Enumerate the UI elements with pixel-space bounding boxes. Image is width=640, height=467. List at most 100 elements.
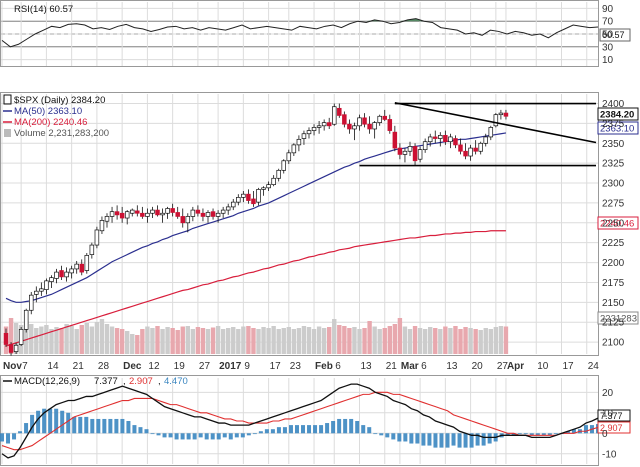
macd-histogram-bar [24, 423, 29, 434]
candle-body [362, 117, 367, 125]
candle-body [155, 209, 160, 216]
macd-histogram-bar [433, 433, 438, 448]
candle-body [281, 160, 287, 171]
candle-body [236, 197, 241, 203]
macd-histogram-bar [246, 433, 251, 436]
volume-bar [347, 328, 352, 354]
volume-bar [226, 328, 231, 354]
price-box [597, 107, 639, 121]
x-tick-label: Nov [3, 361, 22, 372]
volume-bar [231, 327, 236, 354]
volume-box-label: 2231283 [600, 314, 637, 325]
macd-histogram-bar [36, 410, 41, 434]
candle-body [453, 138, 458, 146]
macd-histogram-bar [270, 429, 275, 434]
macd-histogram-bar [553, 433, 558, 435]
candle-body [332, 106, 337, 125]
macd-histogram-bar [258, 431, 263, 434]
volume-bar [488, 329, 493, 354]
candle-body [407, 146, 413, 152]
volume-bar [59, 328, 64, 354]
macd-histogram-bar [337, 418, 342, 434]
candle-body [195, 209, 201, 214]
signal-box-label: 2.907 [600, 423, 623, 433]
macd-histogram-bar [48, 408, 53, 434]
macd-histogram-bar [78, 416, 83, 434]
x-tick-label: 13 [446, 361, 458, 372]
macd-histogram-bar [535, 433, 540, 436]
volume-bar [195, 327, 201, 354]
macd-histogram-bar [475, 433, 480, 446]
volume-bar [150, 328, 155, 354]
volume-bar [170, 328, 175, 354]
price-tick-label: 2175 [602, 278, 625, 289]
macd-histogram-bar [120, 418, 125, 434]
candle-body [458, 144, 463, 152]
macd-histogram-bar [90, 418, 95, 434]
candle-body [503, 112, 509, 117]
macd-histogram-bar [156, 433, 161, 436]
macd-signal-value: 2.907 [129, 376, 153, 387]
candle-body [433, 136, 438, 139]
macd-histogram-bar [72, 416, 77, 434]
macd-histogram-bar [216, 433, 221, 440]
candle-body [291, 144, 297, 154]
candle-body [402, 150, 408, 155]
volume-bar [64, 324, 69, 354]
macd-histogram-bar [12, 433, 17, 440]
macd-histogram-bar [307, 425, 312, 434]
candle-body [225, 206, 231, 211]
volume-bar [433, 328, 438, 354]
macd-histogram-bar [198, 433, 203, 438]
macd-tick-label: 10 [602, 408, 614, 419]
volume-bar [145, 326, 150, 354]
macd-histogram-bar [204, 433, 209, 440]
volume-bar [498, 326, 504, 354]
volume-bar [256, 329, 261, 354]
macd-box [597, 409, 631, 422]
macd-histogram-bar [294, 425, 299, 434]
volume-bar [54, 327, 59, 354]
x-tick-label: 20 [472, 361, 484, 372]
macd-histogram-bar [463, 433, 468, 448]
volume-bar [276, 329, 281, 354]
macd-histogram-bar [331, 421, 336, 434]
macd-histogram-bar [150, 433, 155, 435]
candle-body [321, 122, 327, 127]
legend-icons [3, 94, 12, 137]
macd-histogram-bar [583, 425, 588, 434]
volume-bar [200, 328, 206, 354]
macd-box-label: 7.377 [600, 411, 623, 421]
volume-bar [478, 330, 483, 354]
volume-bar [160, 329, 165, 354]
volume-bar [210, 327, 216, 354]
volume-bar [236, 329, 241, 354]
candle-body [427, 136, 433, 143]
x-tick-label: 27 [497, 361, 509, 372]
rsi-tick-label: 10 [602, 55, 614, 66]
candle-body [39, 288, 44, 292]
volume-bar [205, 329, 211, 354]
volume-bar [438, 329, 443, 354]
x-tick-label: 17 [563, 361, 575, 372]
candle-body [190, 209, 196, 217]
x-tick-label: 24 [588, 361, 600, 372]
candle-body [135, 210, 140, 214]
macd-histogram-bar [319, 425, 324, 434]
rsi-tick-label: 90 [602, 4, 614, 15]
candle-body [266, 184, 271, 189]
volume-bar [367, 321, 372, 354]
macd-histogram-bar [126, 421, 131, 434]
macd-histogram-bar [84, 416, 89, 434]
price-tick-label: 2275 [602, 198, 625, 209]
candle-body [271, 177, 276, 185]
candle-body [311, 127, 317, 131]
ma50-box-label: 2363.10 [600, 124, 634, 135]
macd-histogram-bar [355, 421, 360, 434]
macd-histogram-bar [168, 433, 173, 438]
volume-bar [74, 329, 79, 354]
candle-body [84, 255, 90, 271]
macd-histogram-bar [379, 433, 384, 436]
rsi-value-box [599, 28, 631, 42]
volume-bar [175, 330, 180, 354]
